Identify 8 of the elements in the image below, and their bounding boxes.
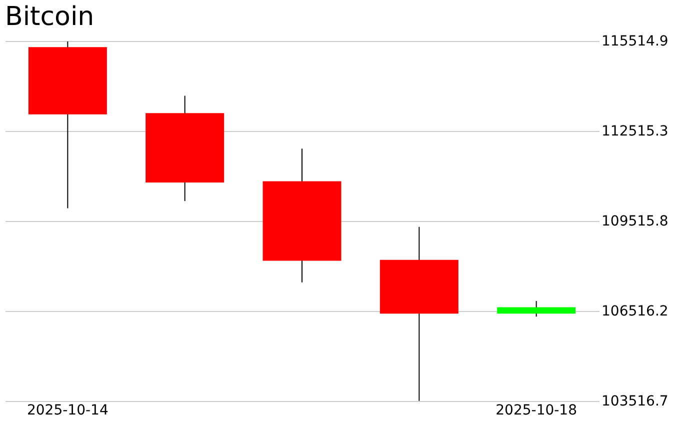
x-tick-label: 2025-10-18 <box>496 402 578 418</box>
y-tick-label: 109515.8 <box>602 214 668 230</box>
y-tick-label: 106516.2 <box>602 304 668 320</box>
y-tick-label: 103516.7 <box>602 394 668 410</box>
y-tick-label: 112515.3 <box>602 124 668 140</box>
x-tick-label: 2025-10-14 <box>26 402 108 418</box>
y-tick-label: 115514.9 <box>602 34 668 50</box>
chart-title: Bitcoin <box>5 2 94 32</box>
